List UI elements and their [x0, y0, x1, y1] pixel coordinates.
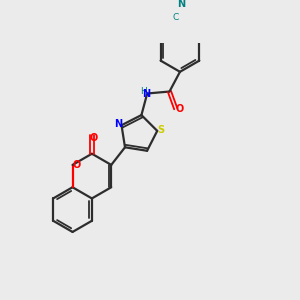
Text: O: O [73, 160, 81, 170]
Text: N: N [177, 0, 185, 9]
Text: C: C [172, 13, 178, 22]
Text: N: N [114, 119, 122, 129]
Text: N: N [142, 89, 150, 99]
Text: S: S [157, 124, 164, 135]
Text: O: O [89, 133, 97, 143]
Text: O: O [176, 104, 184, 114]
Text: H: H [140, 87, 146, 96]
